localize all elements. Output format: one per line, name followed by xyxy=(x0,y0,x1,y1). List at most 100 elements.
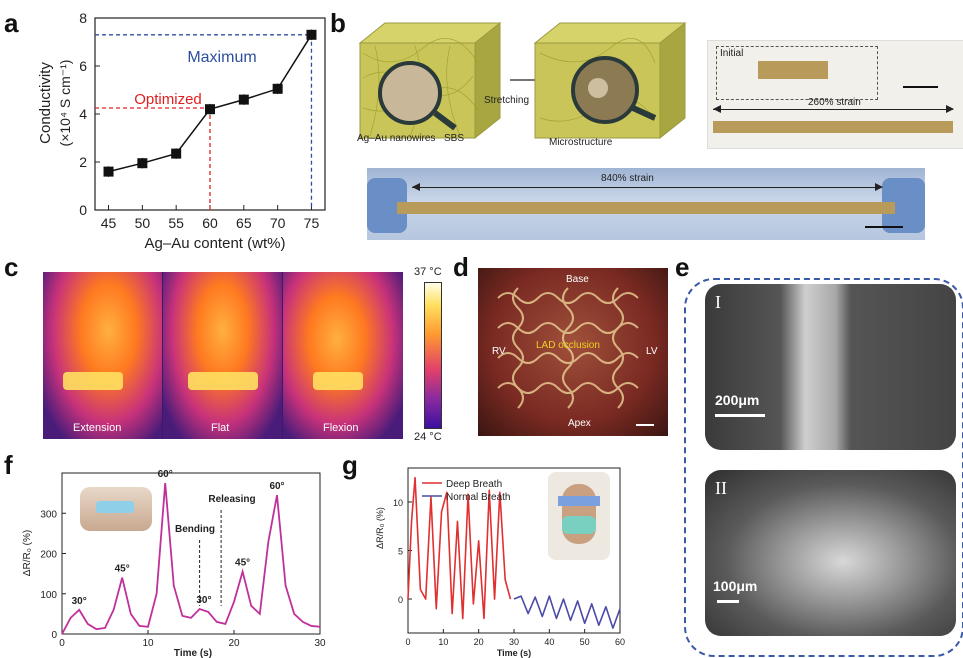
data-point xyxy=(272,83,283,94)
sem-image-2: II 100μm xyxy=(705,470,956,636)
strain-photo-260: Initial 260% strain xyxy=(707,40,963,149)
g-inset-photo xyxy=(548,472,610,560)
angle-label: 30° xyxy=(196,595,211,606)
sem-image-1: I 200μm xyxy=(705,284,956,450)
magnifier-left xyxy=(378,61,442,125)
arrow-260 xyxy=(713,109,953,110)
label-microstructure: Microstructure xyxy=(549,137,613,148)
x-tick-label-g: 40 xyxy=(544,637,554,647)
y-tick-label-g: 0 xyxy=(398,595,403,605)
y-tick-label-a: 2 xyxy=(79,154,87,170)
legend-normal-breath: Normal Breath xyxy=(446,492,510,503)
bending-annotation: Bending xyxy=(175,524,215,535)
label-sbs: SBS xyxy=(444,133,465,144)
data-point xyxy=(103,166,114,177)
label-roman-1: I xyxy=(715,292,721,312)
x-tick-label-f: 20 xyxy=(228,638,240,649)
y-axis-label-line2: (×10⁴ S cm⁻¹) xyxy=(57,60,73,147)
x-tick-label-f: 0 xyxy=(59,638,65,649)
scale-bar-d xyxy=(636,424,654,426)
label-extension: Extension xyxy=(73,422,122,434)
x-tick-label-a: 70 xyxy=(270,215,286,231)
optimized-annotation: Optimized xyxy=(134,91,202,108)
initial-strip xyxy=(758,61,828,79)
label-roman-2: II xyxy=(715,478,727,498)
panel-letter-f: f xyxy=(4,450,13,480)
label-flexion: Flexion xyxy=(323,422,359,434)
x-tick-label-f: 30 xyxy=(314,638,326,649)
thermal-flat xyxy=(163,272,282,439)
label-initial: Initial xyxy=(720,48,744,59)
nanowire-schematic xyxy=(358,21,687,140)
angle-label: 30° xyxy=(72,596,87,607)
label-nanowires: Ag–Au nanowires xyxy=(357,133,436,144)
y-tick-label-a: 8 xyxy=(79,10,87,26)
legend-deep-breath: Deep Breath xyxy=(446,479,502,490)
x-tick-label-a: 55 xyxy=(168,215,184,231)
scale-bar-b2 xyxy=(865,226,903,228)
x-tick-label-f: 10 xyxy=(142,638,154,649)
y-tick-label-f: 0 xyxy=(51,630,57,641)
x-tick-label-g: 20 xyxy=(474,637,484,647)
panel-letter-c: c xyxy=(4,252,19,282)
label-260-strain: 260% strain xyxy=(808,97,861,108)
angle-label: 45° xyxy=(235,558,250,569)
x-tick-label-g: 0 xyxy=(405,637,410,647)
x-tick-label-g: 50 xyxy=(580,637,590,647)
x-tick-label-g: 10 xyxy=(438,637,448,647)
g-y-axis-label: ΔR/R₀ (%) xyxy=(375,507,385,549)
label-stretching: Stretching xyxy=(484,95,530,106)
scale-bar-e1 xyxy=(715,414,765,417)
label-lv: LV xyxy=(646,346,658,357)
conductivity-chart: 0 2 4 6 8 45 50 55 60 65 70 75 Conductivity (×10⁴ S… xyxy=(37,10,326,252)
bending-response-chart: 0 100 200 300 0 10 20 30 30° 45° 60° 30° 45° 60° ΔR/… xyxy=(22,469,326,658)
angle-label: 60° xyxy=(158,469,173,480)
y-tick-label-f: 300 xyxy=(40,509,57,520)
y-tick-label-g: 5 xyxy=(398,547,403,557)
x-tick-label-a: 60 xyxy=(202,215,218,231)
y-tick-label-f: 200 xyxy=(40,550,57,561)
angle-label: 60° xyxy=(269,481,284,492)
initial-box xyxy=(716,46,878,100)
scale-bar-b1 xyxy=(903,86,938,88)
data-point xyxy=(171,148,182,159)
maximum-annotation: Maximum xyxy=(187,49,256,66)
x-tick-label-a: 50 xyxy=(135,215,151,231)
label-base: Base xyxy=(566,274,589,285)
f-x-axis-label: Time (s) xyxy=(174,648,212,658)
stretched-strip-260 xyxy=(713,121,953,133)
normal-breath-line xyxy=(513,595,621,629)
scale-bar-e2 xyxy=(717,600,739,603)
breathing-response-chart: 0 5 10 0 10 20 30 40 50 60 ΔR/R₀ (%) Time (s) Dee… xyxy=(375,467,625,658)
panel-letter-g: g xyxy=(342,450,358,480)
label-apex: Apex xyxy=(568,418,591,429)
temperature-colorbar xyxy=(424,282,442,429)
temp-max-label: 37 °C xyxy=(414,266,442,278)
thermal-flexion xyxy=(283,272,403,439)
data-point xyxy=(238,94,249,105)
stretched-strip-840 xyxy=(397,202,895,214)
f-y-axis-label: ΔR/R₀ (%) xyxy=(22,530,33,576)
deep-breath-line xyxy=(407,476,512,620)
f-inset-photo xyxy=(80,487,152,531)
thermal-extension xyxy=(43,272,162,439)
temp-min-label: 24 °C xyxy=(414,431,442,443)
data-point xyxy=(205,104,215,115)
scale-label-100: 100μm xyxy=(713,578,758,594)
label-lad-occlusion: LAD occlusion xyxy=(536,340,600,351)
panel-letter-b: b xyxy=(330,8,346,38)
x-tick-label-a: 65 xyxy=(236,215,252,231)
strain-photo-840: 840% strain xyxy=(367,168,925,240)
y-tick-label-a: 6 xyxy=(79,58,87,74)
x-tick-label-a: 45 xyxy=(101,215,117,231)
heart-photo: Base RV LV LAD occlusion Apex xyxy=(478,268,668,436)
y-axis-label-line1: Conductivity xyxy=(37,62,54,144)
data-point xyxy=(137,158,148,169)
data-point xyxy=(306,29,317,40)
x-tick-label-g: 30 xyxy=(509,637,519,647)
label-840-strain: 840% strain xyxy=(601,173,654,184)
panel-letter-a: a xyxy=(4,8,19,38)
bending-response-line xyxy=(61,482,321,635)
panel-letter-d: d xyxy=(453,252,469,282)
y-tick-label-f: 100 xyxy=(40,590,57,601)
